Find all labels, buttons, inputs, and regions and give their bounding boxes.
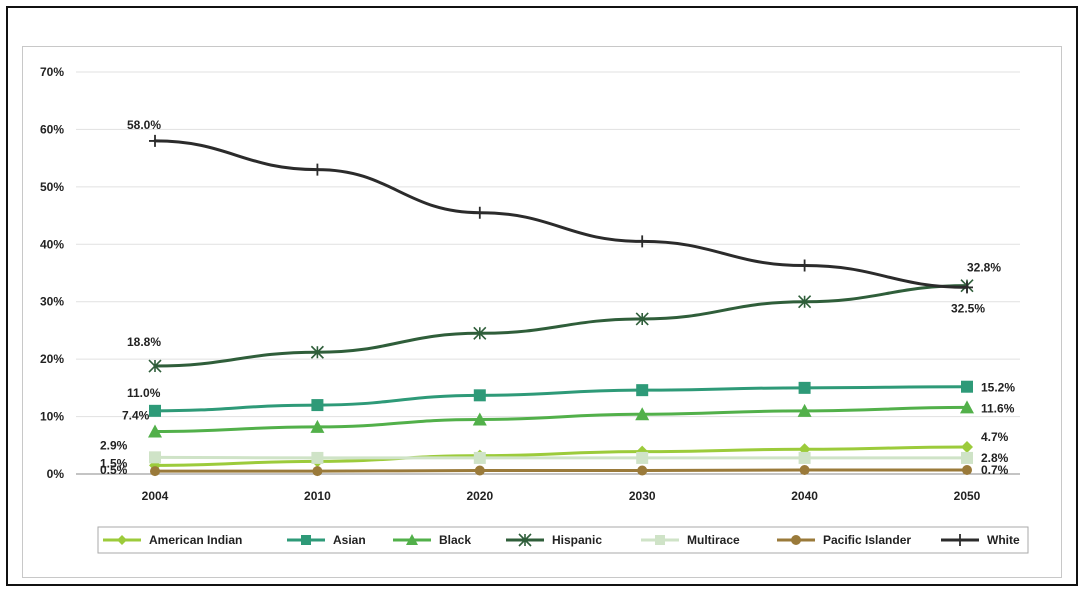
data-point-black <box>797 403 812 417</box>
data-point-asian <box>961 380 973 393</box>
data-point-white <box>798 259 811 272</box>
legend-marker-pacific-islander <box>791 535 801 545</box>
series-line-american-indian <box>153 445 969 467</box>
data-point-hispanic <box>310 345 324 359</box>
y-tick-label: 50% <box>40 180 64 194</box>
data-point-hispanic <box>148 359 162 373</box>
data-point-pacific-islander <box>799 464 810 475</box>
data-label: 2.9% <box>100 438 128 452</box>
data-point-multirace <box>961 451 973 464</box>
legend-marker-asian <box>301 535 311 545</box>
data-point-pacific-islander <box>150 466 160 477</box>
x-tick-label: 2030 <box>629 489 656 503</box>
x-tick-label: 2050 <box>954 489 981 503</box>
chart-area-border <box>22 46 1062 578</box>
series-line-pacific-islander <box>153 468 969 473</box>
legend-label-multirace: Multirace <box>687 533 740 547</box>
data-point-black <box>960 400 974 414</box>
series-line-asian <box>153 385 969 413</box>
data-point-white <box>636 235 649 248</box>
data-point-pacific-islander <box>962 464 972 475</box>
chart-frame <box>6 6 1078 586</box>
x-tick-label: 2004 <box>142 489 169 503</box>
series-line-multirace <box>153 455 969 460</box>
legend-marker-white <box>954 534 966 546</box>
data-point-hispanic <box>473 326 487 340</box>
legend-marker-american-indian <box>117 535 127 545</box>
legend-label-pacific-islander: Pacific Islander <box>823 533 911 547</box>
data-point-multirace <box>311 451 324 464</box>
data-point-multirace <box>473 451 486 464</box>
data-label: 1.5% <box>100 456 128 470</box>
series-line-black <box>153 405 969 434</box>
x-tick-label: 2020 <box>466 489 493 503</box>
data-point-hispanic <box>798 295 812 309</box>
data-point-black <box>635 407 650 421</box>
data-label: 7.4% <box>122 409 150 423</box>
data-point-pacific-islander <box>312 466 323 477</box>
data-point-asian <box>798 381 811 394</box>
legend-label-asian: Asian <box>333 533 366 547</box>
y-tick-label: 40% <box>40 237 64 251</box>
data-label: 18.8% <box>127 335 161 349</box>
data-point-black <box>472 412 487 426</box>
data-point-white <box>149 134 161 147</box>
x-tick-label: 2010 <box>304 489 331 503</box>
y-tick-label: 60% <box>40 122 64 136</box>
data-label: 0.5% <box>100 463 128 477</box>
y-tick-label: 0% <box>47 467 65 481</box>
series-line-white <box>153 139 969 289</box>
data-label: 2.8% <box>981 451 1009 465</box>
y-tick-label: 10% <box>40 410 64 424</box>
data-label: 32.8% <box>967 261 1001 275</box>
legend-marker-multirace <box>655 535 665 545</box>
data-point-white <box>311 163 324 176</box>
x-tick-label: 2040 <box>791 489 818 503</box>
legend-marker-black <box>406 534 418 545</box>
legend-marker-hispanic <box>518 533 532 547</box>
data-label: 15.2% <box>981 381 1015 395</box>
data-point-pacific-islander <box>474 465 485 476</box>
legend-label-white: White <box>987 533 1020 547</box>
data-point-hispanic <box>635 312 649 326</box>
legend-label-hispanic: Hispanic <box>552 533 602 547</box>
series-line-hispanic <box>153 284 969 368</box>
legend <box>97 526 1029 554</box>
data-point-white <box>961 281 973 294</box>
data-point-american-indian <box>961 441 973 454</box>
data-point-asian <box>311 399 324 412</box>
data-label: 0.7% <box>981 463 1009 477</box>
y-tick-label: 20% <box>40 352 64 366</box>
data-point-multirace <box>149 451 161 464</box>
legend-label-black: Black <box>439 533 471 547</box>
data-label: 11.0% <box>127 386 161 400</box>
data-point-asian <box>473 389 486 402</box>
data-point-black <box>148 424 162 438</box>
data-point-black <box>310 419 325 433</box>
data-point-white <box>473 206 486 219</box>
data-point-asian <box>636 384 649 397</box>
data-point-multirace <box>798 451 811 464</box>
data-label: 11.6% <box>981 401 1015 415</box>
data-label: 58.0% <box>127 118 161 132</box>
data-point-multirace <box>636 451 649 464</box>
data-label: 4.7% <box>981 430 1009 444</box>
y-tick-label: 30% <box>40 295 64 309</box>
data-point-asian <box>149 404 161 417</box>
data-point-pacific-islander <box>637 465 648 476</box>
legend-label-american-indian: American Indian <box>149 533 242 547</box>
data-label: 32.5% <box>951 301 985 315</box>
y-tick-label: 70% <box>40 65 64 79</box>
